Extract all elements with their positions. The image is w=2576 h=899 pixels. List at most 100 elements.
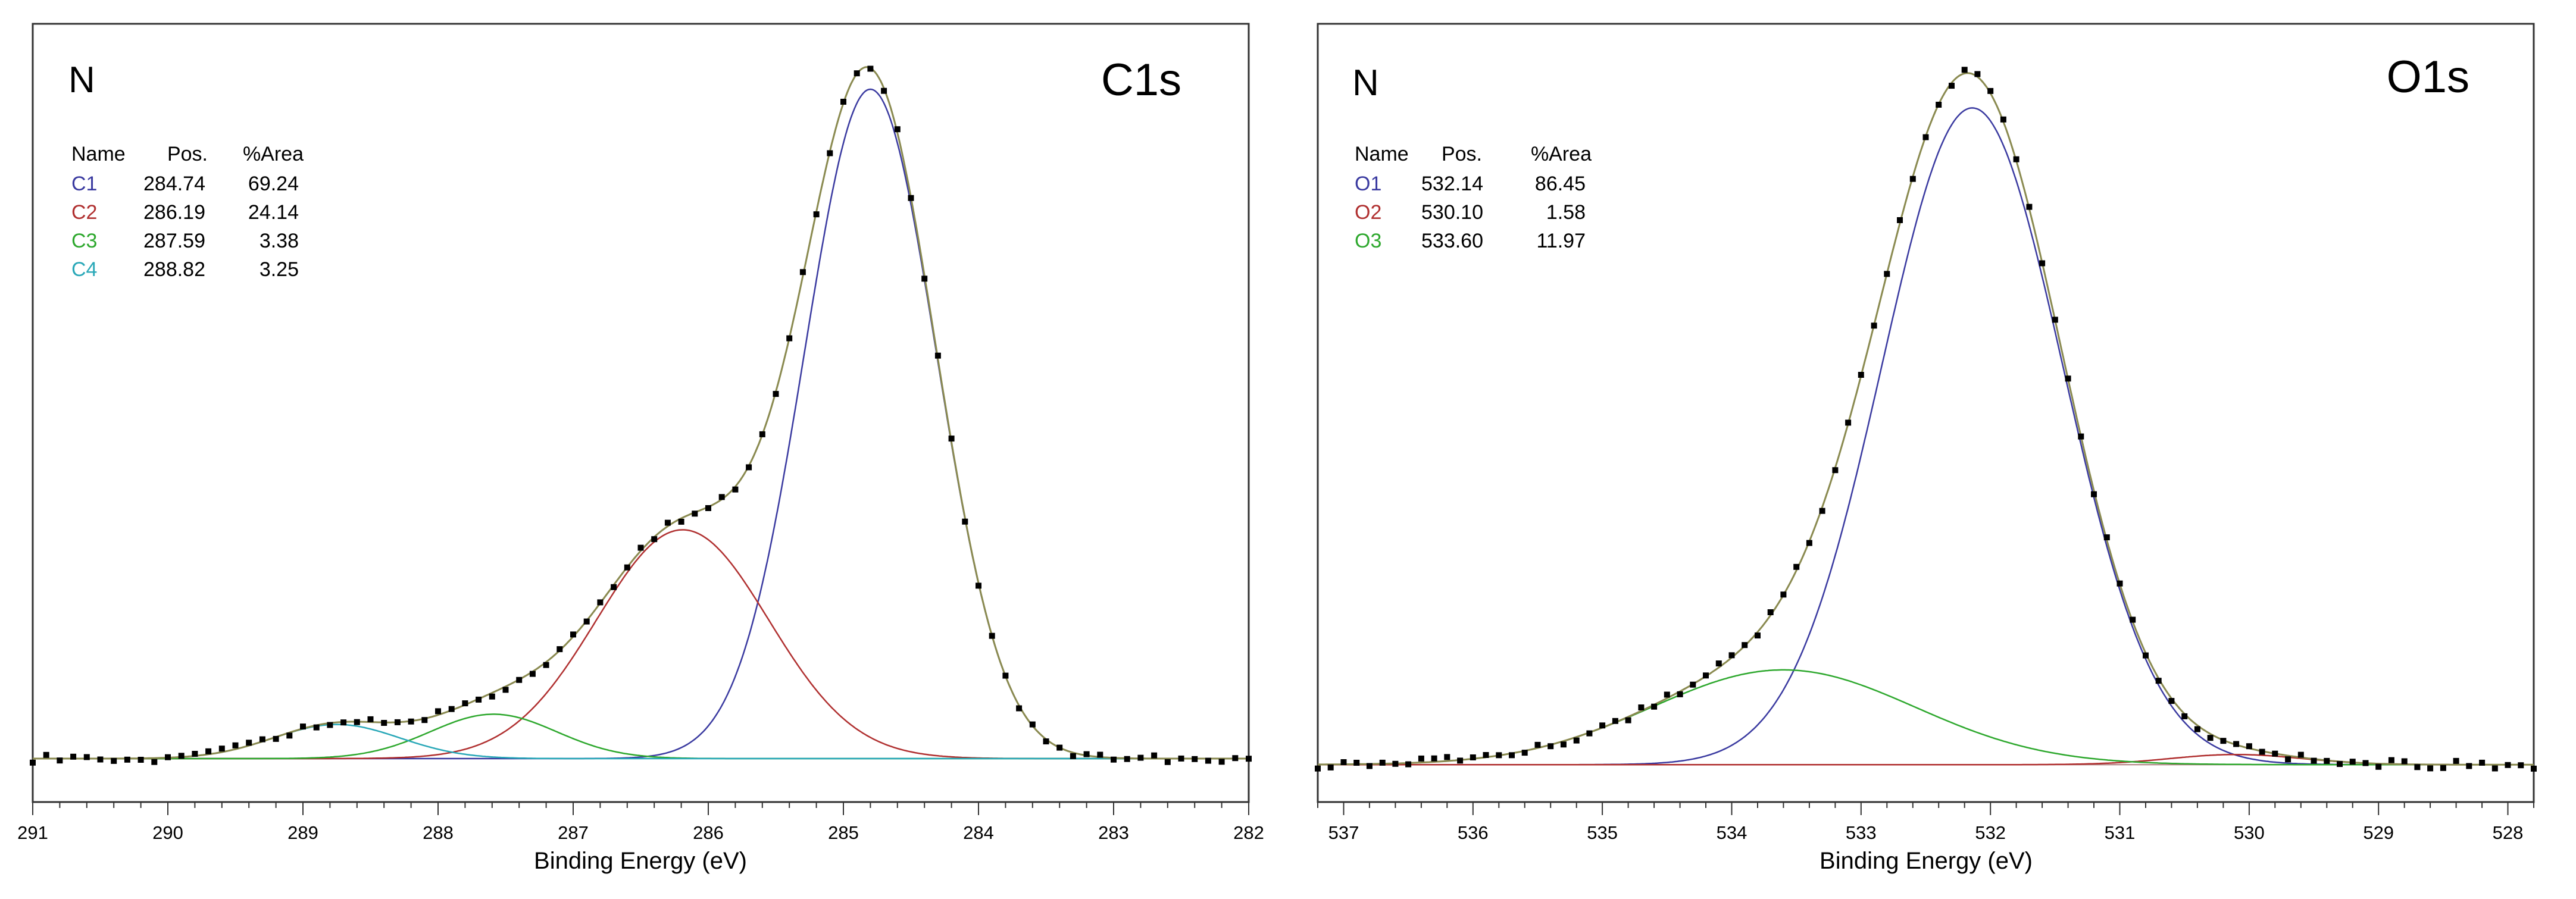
data-point [624, 564, 630, 571]
data-point [2078, 433, 2084, 440]
data-point [1509, 752, 1515, 759]
chart-title: O1s [2387, 52, 2469, 102]
data-point [2414, 764, 2421, 770]
data-point [746, 464, 752, 471]
data-point [2065, 375, 2071, 382]
data-point [2427, 765, 2434, 772]
data-point [1392, 760, 1399, 767]
data-point [1806, 540, 1812, 546]
c1s-chart: N C1s Name Pos. %Area C1 284.74 69.24 C2… [17, 23, 1264, 874]
data-point [1638, 704, 1645, 710]
legend-row-area: 3.25 [260, 258, 299, 281]
data-point [637, 544, 644, 551]
x-axis-label: Binding Energy (eV) [534, 848, 747, 874]
data-point [2207, 735, 2214, 741]
data-point [1974, 71, 1981, 77]
data-point [1742, 642, 1748, 649]
data-point [286, 732, 293, 739]
data-point [70, 753, 77, 760]
data-point [1002, 672, 1009, 679]
data-point [881, 87, 887, 94]
data-point [1124, 756, 1130, 762]
data-point [529, 671, 536, 677]
data-point [2052, 317, 2058, 323]
data-point [232, 742, 239, 748]
data-point [2311, 757, 2317, 764]
legend-row-pos: 530.10 [1421, 201, 1483, 224]
data-point [2091, 491, 2097, 497]
x-tick-label: 531 [2105, 822, 2136, 843]
x-tick-label: 532 [1975, 822, 2006, 843]
data-point [1029, 721, 1036, 728]
plot-frame [1317, 23, 2535, 803]
legend-header-area: %Area [243, 143, 304, 165]
data-point [1755, 632, 1761, 639]
data-point [921, 275, 928, 282]
x-tick-label: 290 [152, 822, 183, 843]
data-point [1690, 681, 1696, 688]
data-point [300, 723, 306, 730]
data-point [516, 676, 523, 683]
data-point [111, 757, 117, 764]
data-point [2388, 757, 2394, 763]
data-point [948, 436, 955, 442]
data-point [1780, 591, 1787, 598]
data-point [2491, 765, 2498, 772]
data-point [2130, 616, 2136, 623]
legend-row-name: O2 [1355, 201, 1381, 224]
legend-row-area: 3.38 [260, 230, 299, 252]
data-point [2000, 116, 2006, 123]
x-tick-label: 535 [1587, 822, 1618, 843]
data-point [827, 150, 833, 156]
data-point [43, 751, 49, 758]
data-point [273, 735, 279, 742]
data-point [1327, 764, 1334, 770]
data-point [2039, 260, 2046, 267]
data-point [2155, 678, 2162, 684]
data-point [1483, 752, 1489, 758]
data-point [2259, 748, 2265, 755]
legend-row-pos: 288.82 [143, 258, 205, 281]
data-point [1418, 755, 1424, 762]
data-point [2375, 763, 2382, 770]
data-point [83, 754, 90, 760]
data-point [1164, 759, 1171, 765]
legend-row-pos: 532.14 [1421, 173, 1483, 195]
data-point [651, 536, 658, 543]
data-point [246, 740, 252, 746]
data-point [1961, 67, 1968, 73]
data-point [1246, 756, 1252, 762]
x-axis-label: Binding Energy (eV) [1820, 848, 2033, 874]
data-point [151, 759, 158, 765]
data-point [2272, 750, 2278, 757]
data-point [502, 687, 509, 693]
data-point [2103, 534, 2110, 541]
data-point [611, 584, 617, 590]
x-tick-label: 529 [2363, 822, 2394, 843]
data-point [786, 335, 793, 342]
data-point [799, 269, 806, 275]
data-point [313, 724, 320, 731]
data-point [2362, 760, 2369, 766]
x-tick-label: 537 [1328, 822, 1359, 843]
data-point [476, 696, 482, 703]
data-point [1625, 717, 1631, 723]
data-point [1560, 741, 1567, 748]
data-point [2531, 765, 2537, 772]
x-tick-label: 287 [558, 822, 589, 843]
data-point [2337, 761, 2343, 768]
data-point [894, 126, 901, 133]
data-point [435, 708, 441, 715]
data-point [1728, 652, 1735, 659]
legend-row-area: 11.97 [1536, 230, 1586, 252]
data-point [1457, 757, 1464, 764]
data-point [1599, 722, 1606, 729]
data-point [1070, 753, 1076, 759]
data-point [1897, 217, 1903, 223]
data-point [2143, 652, 2149, 659]
x-tick-label: 286 [693, 822, 724, 843]
data-point [718, 494, 725, 500]
x-tick-label: 282 [1233, 822, 1264, 843]
data-point [218, 745, 225, 752]
data-point [124, 756, 130, 763]
